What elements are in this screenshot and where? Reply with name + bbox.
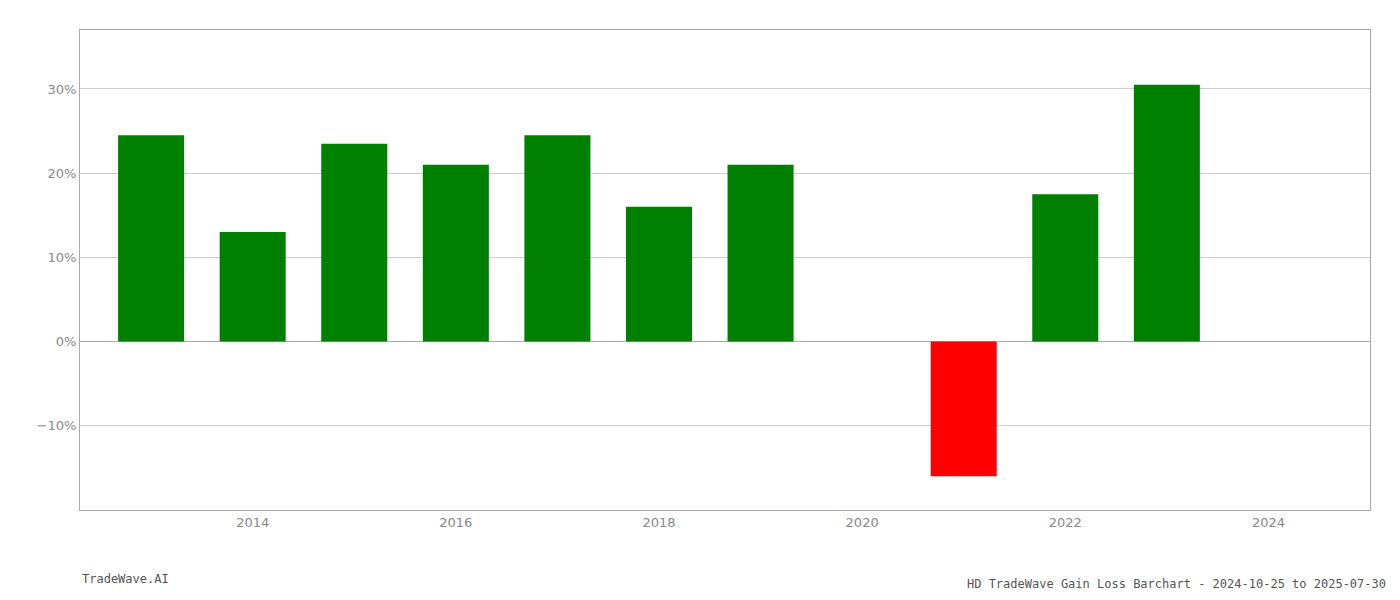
svg-text:2022: 2022 bbox=[1049, 515, 1082, 530]
svg-text:2014: 2014 bbox=[236, 515, 269, 530]
svg-text:20%: 20% bbox=[47, 166, 76, 181]
svg-text:−10%: −10% bbox=[37, 418, 77, 433]
svg-text:2016: 2016 bbox=[439, 515, 472, 530]
svg-text:2024: 2024 bbox=[1252, 515, 1285, 530]
svg-text:0%: 0% bbox=[56, 334, 77, 349]
svg-text:2018: 2018 bbox=[642, 515, 675, 530]
svg-text:10%: 10% bbox=[47, 250, 76, 265]
svg-text:30%: 30% bbox=[47, 82, 76, 97]
svg-text:HD TradeWave Gain Loss Barchar: HD TradeWave Gain Loss Barchart - 2024-1… bbox=[967, 577, 1386, 591]
svg-text:TradeWave.AI: TradeWave.AI bbox=[82, 572, 169, 586]
svg-text:2020: 2020 bbox=[846, 515, 879, 530]
